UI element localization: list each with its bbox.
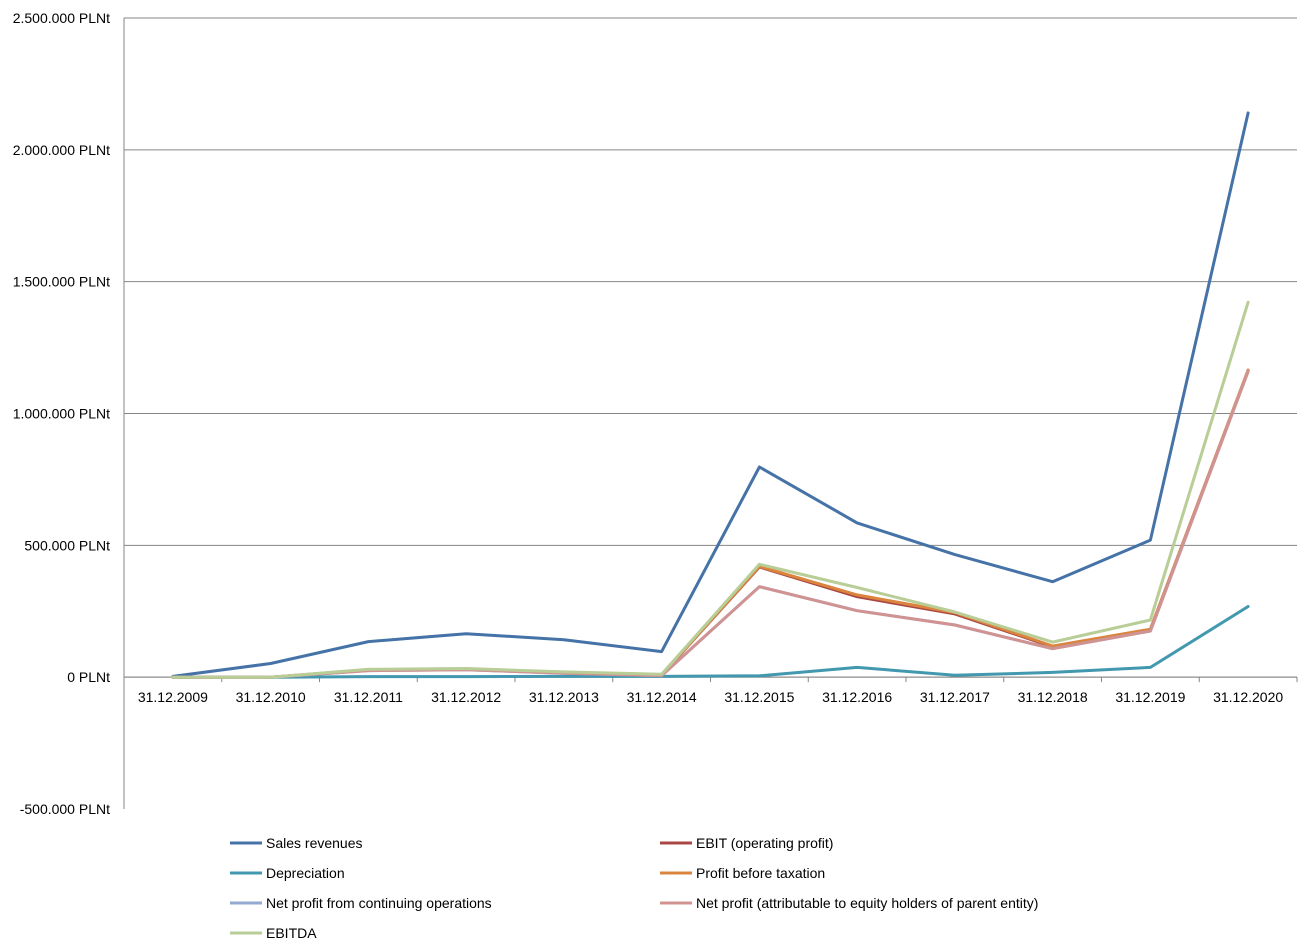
y-tick-label: 0 PLNt bbox=[67, 669, 110, 685]
x-tick-label: 31.12.2013 bbox=[529, 689, 599, 705]
x-tick-label: 31.12.2015 bbox=[724, 689, 794, 705]
legend-label: Depreciation bbox=[266, 865, 345, 881]
y-tick-label: -500.000 PLNt bbox=[20, 801, 110, 817]
x-tick-label: 31.12.2020 bbox=[1213, 689, 1283, 705]
legend-label: EBITDA bbox=[266, 925, 317, 941]
x-tick-label: 31.12.2018 bbox=[1018, 689, 1088, 705]
y-tick-label: 1.500.000 PLNt bbox=[13, 274, 110, 290]
legend-label: Net profit from continuing operations bbox=[266, 895, 492, 911]
y-tick-label: 500.000 PLNt bbox=[24, 537, 110, 553]
legend-label: EBIT (operating profit) bbox=[696, 835, 833, 851]
legend: Sales revenues EBIT (operating profit) Dep… bbox=[230, 835, 1038, 941]
y-axis-tick-labels: -500.000 PLNt 0 PLNt 500.000 PLNt 1.000.000… bbox=[13, 10, 110, 817]
legend-label: Net profit (attributable to equity holde… bbox=[696, 895, 1038, 911]
x-axis-tick-labels: 31.12.2009 31.12.2010 31.12.2011 31.12.2012… bbox=[138, 689, 1284, 705]
y-tick-label: 2.500.000 PLNt bbox=[13, 10, 110, 26]
legend-label: Sales revenues bbox=[266, 835, 363, 851]
series-line-0 bbox=[171, 111, 1250, 678]
x-tick-label: 31.12.2014 bbox=[627, 689, 697, 705]
x-tick-label: 31.12.2016 bbox=[822, 689, 892, 705]
series-lines bbox=[171, 111, 1250, 679]
y-tick-label: 2.000.000 PLNt bbox=[13, 142, 110, 158]
series-line-6 bbox=[171, 300, 1250, 679]
legend-label: Profit before taxation bbox=[696, 865, 825, 881]
x-tick-label: 31.12.2009 bbox=[138, 689, 208, 705]
y-tick-label: 1.000.000 PLNt bbox=[13, 406, 110, 422]
series-line-5 bbox=[171, 369, 1250, 679]
x-tick-label: 31.12.2012 bbox=[431, 689, 501, 705]
gridlines bbox=[124, 17, 1297, 678]
x-tick-label: 31.12.2010 bbox=[236, 689, 306, 705]
x-tick-label: 31.12.2011 bbox=[334, 689, 403, 705]
series-line-2 bbox=[171, 605, 1250, 679]
x-tick-label: 31.12.2017 bbox=[920, 689, 990, 705]
x-tick-label: 31.12.2019 bbox=[1115, 689, 1185, 705]
